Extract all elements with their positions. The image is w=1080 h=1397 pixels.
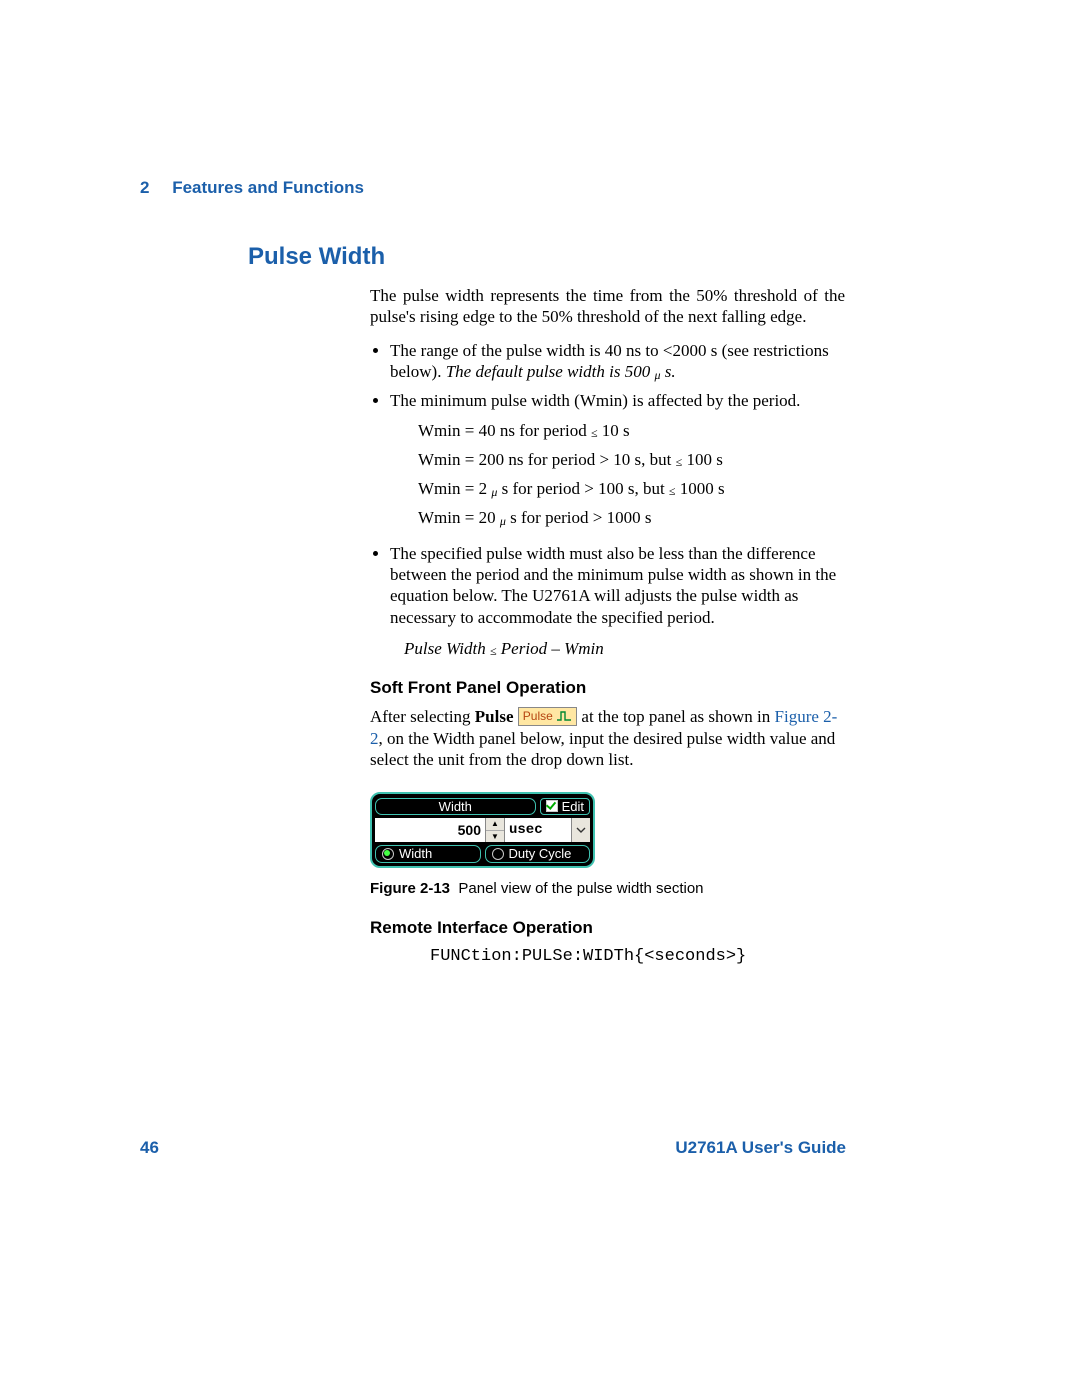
- radio-duty-cycle[interactable]: Duty Cycle: [485, 845, 591, 863]
- figure-caption: Figure 2-13 Panel view of the pulse widt…: [370, 880, 845, 899]
- radio-icon: [492, 848, 504, 860]
- unit-label: usec: [505, 818, 572, 842]
- panel-title: Width: [375, 798, 536, 815]
- page: 2 Features and Functions Pulse Width The…: [0, 0, 1080, 1397]
- spinner-up-icon[interactable]: ▲: [486, 818, 504, 831]
- checkbox-icon: [546, 800, 558, 812]
- soft-front-panel-heading: Soft Front Panel Operation: [370, 677, 845, 698]
- wmin-block: Wmin = 40 ns for period ≤ 10 s Wmin = 20…: [418, 417, 845, 533]
- chapter-header: 2 Features and Functions: [140, 178, 364, 198]
- spinner[interactable]: ▲ ▼: [486, 818, 505, 842]
- bullet-list: The range of the pulse width is 40 ns to…: [370, 340, 845, 660]
- radio-width[interactable]: Width: [375, 845, 481, 863]
- chapter-title: Features and Functions: [172, 178, 364, 197]
- edit-checkbox[interactable]: Edit: [540, 798, 590, 815]
- pulse-button-graphic: Pulse: [518, 707, 577, 726]
- width-panel: Width Edit 500 ▲ ▼ usec: [370, 792, 595, 868]
- unit-dropdown[interactable]: [572, 818, 590, 842]
- remote-interface-heading: Remote Interface Operation: [370, 917, 845, 938]
- chevron-down-icon: [576, 827, 586, 833]
- pulse-width-panel-figure: Width Edit 500 ▲ ▼ usec: [370, 792, 595, 868]
- radio-icon: [382, 848, 394, 860]
- body: The pulse width represents the time from…: [370, 285, 845, 968]
- page-footer: 46 U2761A User's Guide: [140, 1138, 846, 1158]
- page-number: 46: [140, 1138, 159, 1158]
- wmin-line: Wmin = 200 ns for period > 10 s, but ≤ 1…: [418, 446, 845, 475]
- intro-paragraph: The pulse width represents the time from…: [370, 285, 845, 328]
- scpi-command: FUNCtion:PULSe:WIDTh{<seconds>}: [430, 946, 845, 967]
- bullet-item: The minimum pulse width (Wmin) is affect…: [390, 390, 845, 533]
- wmin-line: Wmin = 2 μ s for period > 100 s, but ≤ 1…: [418, 475, 845, 504]
- spinner-down-icon[interactable]: ▼: [486, 831, 504, 843]
- chapter-number: 2: [140, 178, 149, 197]
- bullet-item: The range of the pulse width is 40 ns to…: [390, 340, 845, 383]
- wmin-line: Wmin = 20 μ s for period > 1000 s: [418, 504, 845, 533]
- page-title: Pulse Width: [248, 243, 385, 271]
- bullet-item: The specified pulse width must also be l…: [390, 543, 845, 659]
- sfp-paragraph: After selecting Pulse Pulse at the top p…: [370, 706, 845, 770]
- equation: Pulse Width ≤ Period – Wmin: [404, 638, 845, 659]
- guide-name: U2761A User's Guide: [675, 1138, 846, 1158]
- wmin-line: Wmin = 40 ns for period ≤ 10 s: [418, 417, 845, 446]
- width-value-input[interactable]: 500: [375, 818, 486, 842]
